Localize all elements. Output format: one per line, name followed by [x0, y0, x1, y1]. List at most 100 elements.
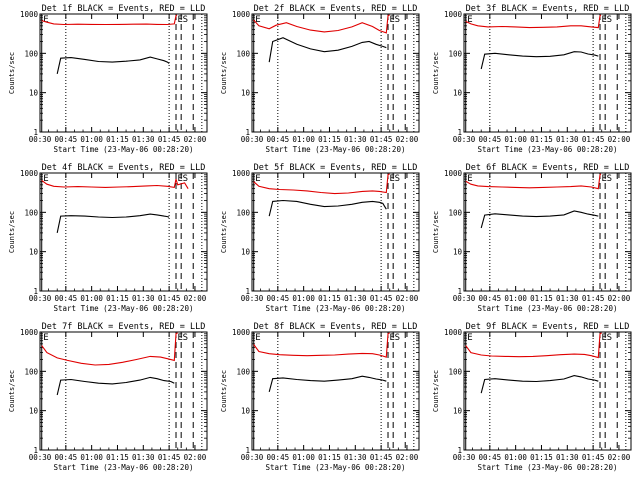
y-tick-label: 1	[245, 128, 250, 137]
time-marker-label: E	[467, 15, 472, 25]
time-marker-label: E	[602, 15, 607, 25]
y-tick-label: 1000	[444, 328, 463, 337]
y-tick-label: 10	[29, 407, 39, 416]
panel-title: Det 2f BLACK = Events, RED = LLD	[254, 4, 418, 14]
panel-8: Det 8f BLACK = Events, RED = LLD 1 10 100 10…	[220, 322, 420, 472]
y-tick-label: 100	[236, 367, 250, 376]
x-tick-label: 00:30	[241, 453, 264, 462]
x-tick-label: 00:45	[267, 135, 290, 144]
x-tick-label: 02:00	[608, 135, 631, 144]
x-tick-label: 01:00	[504, 453, 527, 462]
x-tick-label: 01:00	[292, 294, 315, 303]
x-tick-label: 01:45	[158, 294, 181, 303]
y-tick-label: 1	[33, 128, 38, 137]
x-axis-label: Start Time (23-May-06 00:28:20)	[54, 145, 194, 154]
series-events-line	[268, 375, 387, 393]
y-tick-label: 100	[236, 49, 250, 58]
series-events-line	[268, 199, 387, 217]
series-lld-line	[41, 14, 178, 26]
x-tick-label: 01:15	[530, 294, 553, 303]
time-marker-label: S	[183, 174, 188, 184]
time-marker-label: E	[178, 174, 183, 184]
y-tick-label: 10	[453, 89, 463, 98]
panel-title: Det 4f BLACK = Events, RED = LLD	[42, 163, 206, 173]
time-marker-label: E	[467, 333, 472, 343]
x-tick-label: 01:00	[80, 135, 103, 144]
x-tick-label: 00:30	[241, 135, 264, 144]
plot-frame	[463, 331, 632, 451]
x-tick-label: 02:00	[184, 453, 207, 462]
plot-frame	[39, 172, 208, 292]
y-axis-label: Counts/sec	[8, 370, 16, 412]
series-lld-line	[41, 178, 189, 189]
x-tick-label: 01:45	[582, 135, 605, 144]
time-marker-label: E	[178, 15, 183, 25]
panel-6: Det 6f BLACK = Events, RED = LLD 1 10 100 10…	[432, 163, 632, 313]
x-tick-label: 00:30	[453, 135, 476, 144]
time-marker-label: E	[602, 174, 607, 184]
panel-4: Det 4f BLACK = Events, RED = LLD 1 10 100 10…	[8, 163, 208, 313]
time-marker-label: S	[183, 333, 188, 343]
y-tick-label: 1	[457, 287, 462, 296]
time-marker-label: E	[43, 174, 48, 184]
x-tick-label: 02:00	[608, 453, 631, 462]
x-tick-label: 01:15	[530, 453, 553, 462]
panel-title: Det 8f BLACK = Events, RED = LLD	[254, 322, 418, 332]
panel-1: Det 1f BLACK = Events, RED = LLD 1 10 100 10…	[8, 4, 208, 154]
x-tick-label: 01:00	[504, 135, 527, 144]
series-events-line	[56, 56, 170, 75]
series-events-line	[56, 376, 175, 396]
time-marker-label: E	[390, 174, 395, 184]
y-tick-label: 10	[241, 89, 251, 98]
plot-frame	[39, 331, 208, 451]
time-marker-label: E	[178, 333, 183, 343]
y-tick-label: 100	[448, 367, 462, 376]
y-tick-label: 100	[24, 49, 38, 58]
x-tick-label: 00:45	[479, 294, 502, 303]
x-tick-label: 01:30	[344, 135, 367, 144]
x-axis-label: Start Time (23-May-06 00:28:20)	[478, 463, 618, 472]
panel-2: Det 2f BLACK = Events, RED = LLD 1 10 100 10…	[220, 4, 420, 154]
x-tick-label: 02:00	[184, 135, 207, 144]
x-tick-label: 00:45	[55, 453, 78, 462]
series-lld-line	[253, 332, 390, 358]
y-tick-label: 1	[457, 128, 462, 137]
time-marker-label: S	[395, 174, 400, 184]
y-tick-label: 10	[29, 248, 39, 257]
x-tick-label: 00:45	[267, 453, 290, 462]
x-tick-label: 01:15	[530, 135, 553, 144]
x-tick-label: 01:30	[556, 135, 579, 144]
x-axis-label: Start Time (23-May-06 00:28:20)	[266, 145, 406, 154]
x-tick-label: 00:30	[29, 294, 52, 303]
y-axis-label: Counts/sec	[8, 52, 16, 94]
panel-title: Det 9f BLACK = Events, RED = LLD	[466, 322, 630, 332]
x-tick-label: 01:30	[556, 453, 579, 462]
y-axis-label: Counts/sec	[432, 370, 440, 412]
y-tick-label: 10	[241, 248, 251, 257]
x-axis-label: Start Time (23-May-06 00:28:20)	[478, 145, 618, 154]
time-marker-label: S	[183, 15, 188, 25]
plot-frame	[251, 13, 420, 133]
plot-frame	[251, 172, 420, 292]
panel-title: Det 1f BLACK = Events, RED = LLD	[42, 4, 206, 14]
time-marker-label: S	[395, 15, 400, 25]
x-tick-label: 02:00	[184, 294, 207, 303]
x-tick-label: 01:30	[556, 294, 579, 303]
y-tick-label: 1000	[444, 10, 463, 19]
y-axis-label: Counts/sec	[220, 52, 228, 94]
series-events-line	[268, 37, 387, 63]
panel-3: Det 3f BLACK = Events, RED = LLD 1 10 100 10…	[432, 4, 632, 154]
time-marker-label: E	[467, 174, 472, 184]
time-marker-label: S	[607, 15, 612, 25]
x-tick-label: 00:45	[55, 294, 78, 303]
panel-5: Det 5f BLACK = Events, RED = LLD 1 10 100 10…	[220, 163, 420, 313]
y-tick-label: 100	[448, 49, 462, 58]
y-axis-label: Counts/sec	[432, 52, 440, 94]
y-tick-label: 1000	[20, 169, 39, 178]
x-tick-label: 01:45	[370, 453, 393, 462]
panel-title: Det 6f BLACK = Events, RED = LLD	[466, 163, 630, 173]
y-tick-label: 1	[33, 287, 38, 296]
plot-frame	[39, 13, 208, 133]
x-tick-label: 01:30	[132, 135, 155, 144]
time-marker-label: E	[43, 15, 48, 25]
